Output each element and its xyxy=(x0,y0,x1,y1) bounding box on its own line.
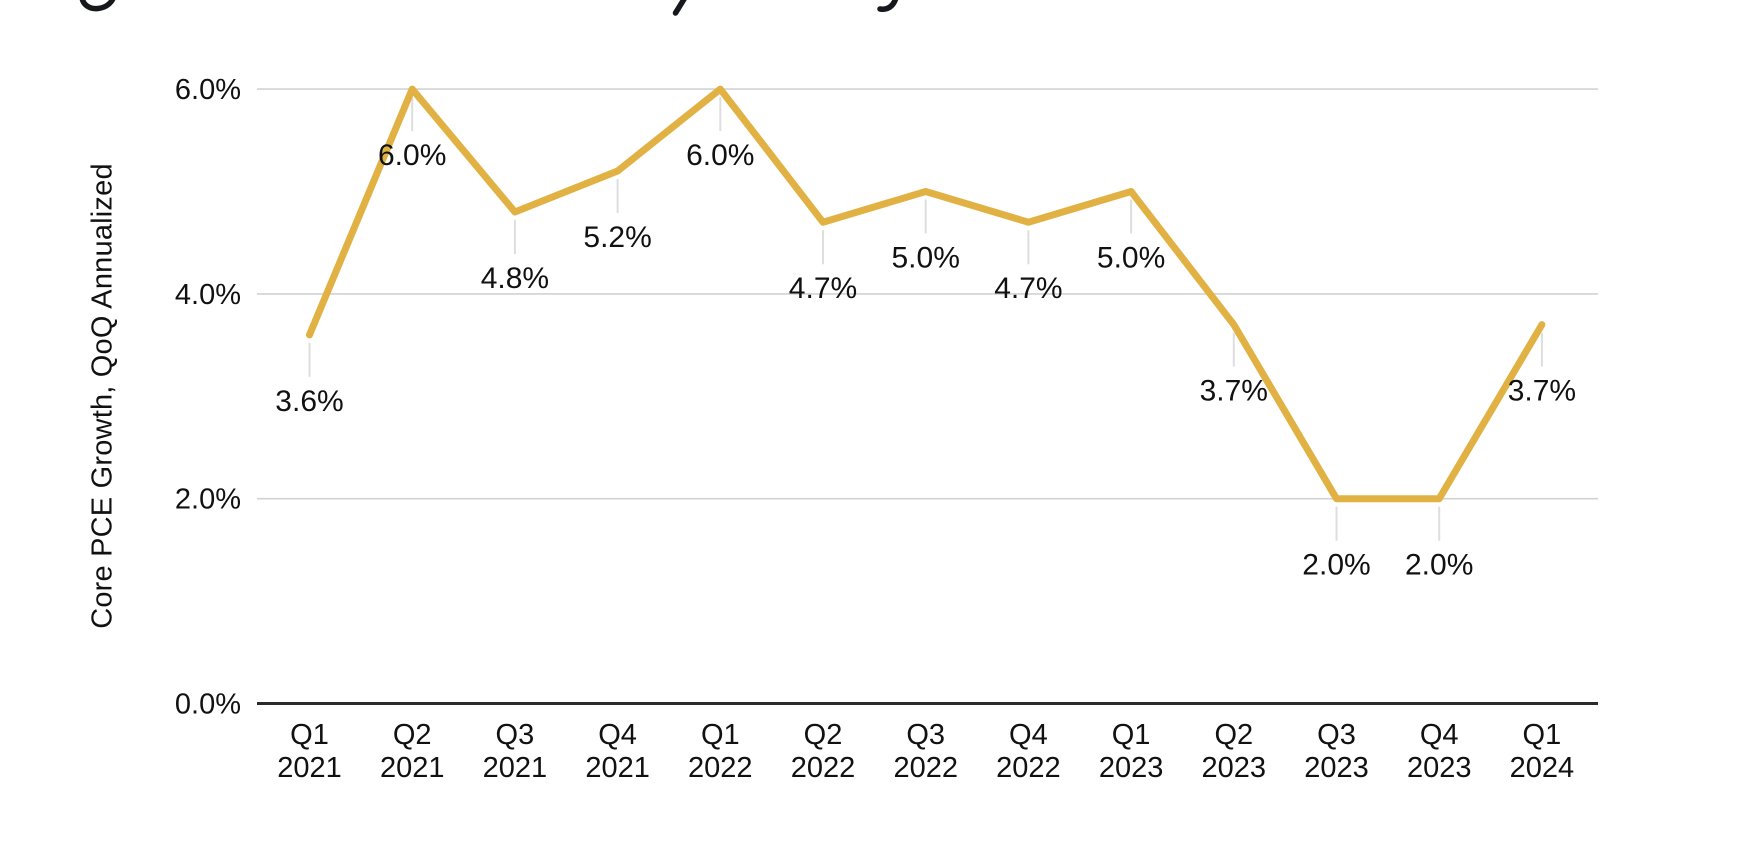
data-point-label: 2.0% xyxy=(1302,549,1370,582)
x-tick-label: Q3 2021 xyxy=(483,719,548,784)
x-tick-label: Q4 2022 xyxy=(996,719,1061,784)
x-tick-label: Q3 2023 xyxy=(1304,719,1369,784)
y-tick-label: 2.0% xyxy=(175,484,241,516)
data-point-label: 5.0% xyxy=(892,242,960,275)
data-point-label: 3.6% xyxy=(275,385,343,418)
data-point-label: 3.7% xyxy=(1200,375,1268,408)
data-point-label: 3.7% xyxy=(1508,375,1576,408)
x-tick-label: Q4 2021 xyxy=(585,719,650,784)
clipped-title-fragments xyxy=(79,0,899,16)
data-point-labels: 3.6% 6.0% 4.8% 5.2% 6.0% 4.7% 5.0% 4.7% 5.0% 3.7%… xyxy=(275,139,1576,582)
data-point-label: 2.0% xyxy=(1405,549,1473,582)
data-point-label: 4.7% xyxy=(789,272,857,305)
y-tick-label: 4.0% xyxy=(175,279,241,311)
x-axis-labels: Q1 2021 Q2 2021 Q3 2021 Q4 2021 Q1 2022 Q2 2022 Q3 20… xyxy=(277,719,1574,784)
x-tick-label: Q4 2023 xyxy=(1407,719,1472,784)
data-point-label: 6.0% xyxy=(378,139,446,172)
x-tick-label: Q1 2021 xyxy=(277,719,342,784)
x-tick-label: Q2 2022 xyxy=(791,719,856,784)
label-leader-lines xyxy=(308,97,1543,541)
data-point-label: 4.7% xyxy=(994,272,1062,305)
y-axis-tick-labels: 6.0% 4.0% 2.0% 0.0% xyxy=(175,74,241,720)
x-tick-label: Q1 2022 xyxy=(688,719,753,784)
gridlines xyxy=(257,88,1598,705)
x-tick-label: Q1 2023 xyxy=(1099,719,1164,784)
data-point-label: 6.0% xyxy=(686,139,754,172)
data-line-path xyxy=(306,85,1546,503)
x-tick-label: Q2 2023 xyxy=(1202,719,1267,784)
x-tick-label: Q3 2022 xyxy=(893,719,958,784)
data-line xyxy=(306,85,1546,503)
data-point-label: 5.0% xyxy=(1097,242,1165,275)
x-tick-label: Q1 2024 xyxy=(1510,719,1575,784)
p-descender-fragment xyxy=(672,0,687,16)
y-tick-label: 6.0% xyxy=(175,74,241,106)
data-point-label: 5.2% xyxy=(583,221,651,254)
y-tick-label: 0.0% xyxy=(175,689,241,721)
y-descender-fragment xyxy=(877,0,899,12)
x-tick-label: Q2 2021 xyxy=(380,719,445,784)
y-axis-title: Core PCE Growth, QoQ Annualized xyxy=(86,163,119,629)
g-descender-fragment xyxy=(79,0,116,12)
data-point-label: 4.8% xyxy=(481,262,549,295)
